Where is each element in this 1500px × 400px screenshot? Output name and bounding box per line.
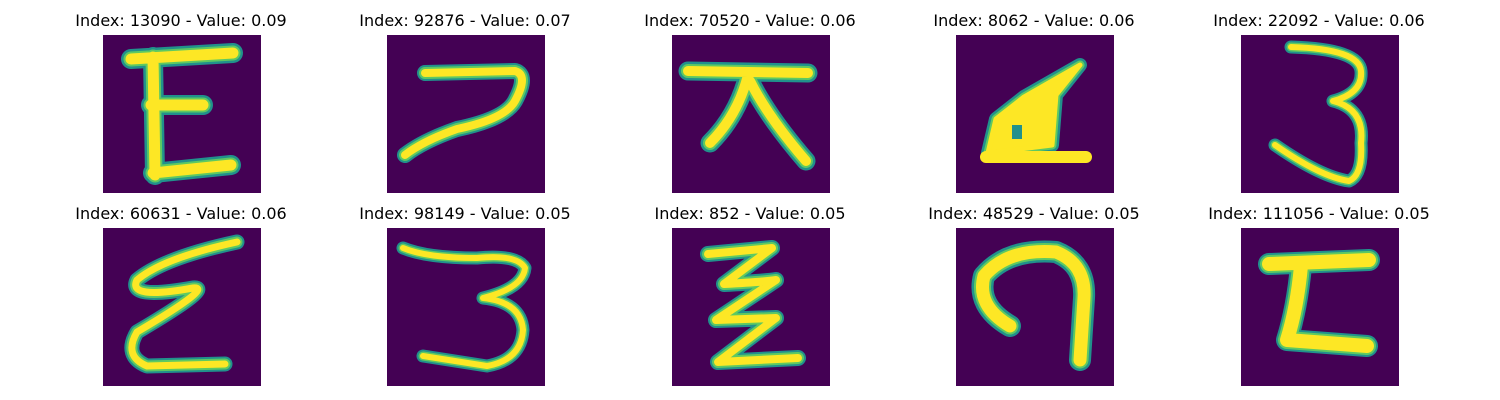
panel-7: Index: 98149 - Value: 0.05	[315, 204, 615, 394]
panel-2: Index: 92876 - Value: 0.07	[315, 11, 615, 201]
handwritten-glyph-image	[672, 228, 830, 386]
handwritten-glyph-image	[956, 228, 1114, 386]
panel-title: Index: 60631 - Value: 0.06	[75, 204, 287, 223]
handwritten-glyph-image	[956, 35, 1114, 193]
panel-9: Index: 48529 - Value: 0.05	[884, 204, 1184, 394]
panel-title: Index: 111056 - Value: 0.05	[1208, 204, 1430, 223]
handwritten-glyph-image	[672, 35, 830, 193]
panel-3: Index: 70520 - Value: 0.06	[600, 11, 900, 201]
panel-5: Index: 22092 - Value: 0.06	[1169, 11, 1469, 201]
panel-title: Index: 92876 - Value: 0.07	[359, 11, 571, 30]
panel-title: Index: 48529 - Value: 0.05	[928, 204, 1140, 223]
handwritten-glyph-image	[103, 35, 261, 193]
panel-10: Index: 111056 - Value: 0.05	[1169, 204, 1469, 394]
handwritten-glyph-image	[103, 228, 261, 386]
panel-8: Index: 852 - Value: 0.05	[600, 204, 900, 394]
panel-title: Index: 70520 - Value: 0.06	[644, 11, 856, 30]
handwritten-glyph-image	[1241, 228, 1399, 386]
panel-title: Index: 852 - Value: 0.05	[654, 204, 846, 223]
panel-title: Index: 8062 - Value: 0.06	[933, 11, 1135, 30]
panel-6: Index: 60631 - Value: 0.06	[31, 204, 331, 394]
handwritten-glyph-image	[387, 35, 545, 193]
panel-title: Index: 13090 - Value: 0.09	[75, 11, 287, 30]
handwritten-glyph-image	[1241, 35, 1399, 193]
panel-title: Index: 22092 - Value: 0.06	[1213, 11, 1425, 30]
panel-title: Index: 98149 - Value: 0.05	[359, 204, 571, 223]
panel-4: Index: 8062 - Value: 0.06	[884, 11, 1184, 201]
handwritten-glyph-image	[387, 228, 545, 386]
panel-1: Index: 13090 - Value: 0.09	[31, 11, 331, 201]
